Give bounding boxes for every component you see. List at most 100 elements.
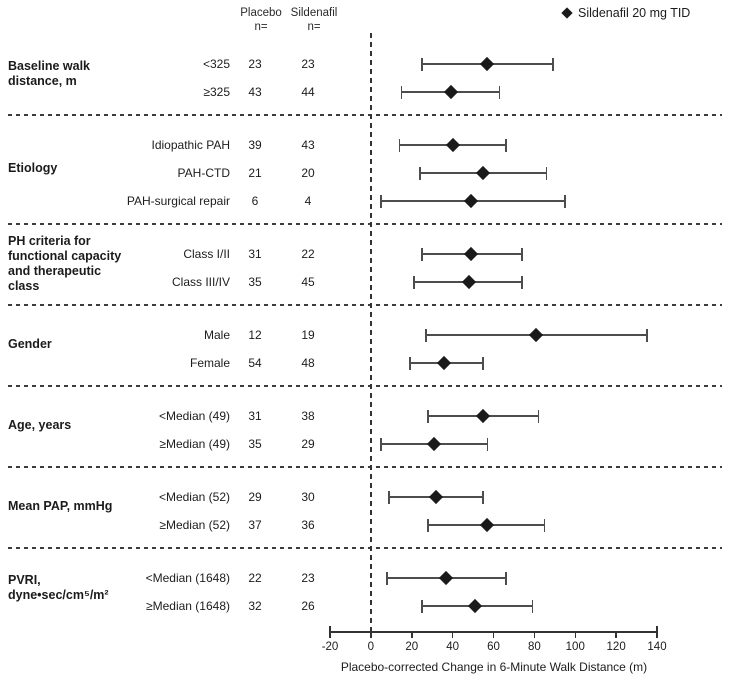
x-axis-tick <box>615 631 617 638</box>
sildenafil-n-value: 23 <box>301 571 315 585</box>
subgroup-label: Class III/IV <box>171 275 230 289</box>
ci-cap-high <box>482 356 485 370</box>
estimate-diamond-icon <box>480 517 495 533</box>
x-axis-tick <box>656 626 658 638</box>
estimate-diamond-icon <box>439 570 454 586</box>
estimate-diamond-icon <box>476 408 491 424</box>
diamond-icon <box>561 7 573 19</box>
ci-cap-high <box>645 328 648 342</box>
section-divider <box>8 547 722 549</box>
x-axis-tick <box>370 631 372 638</box>
placebo-n-value: 32 <box>248 599 262 613</box>
sildenafil-n-value: 19 <box>301 328 315 342</box>
placebo-n-label: n= <box>254 21 268 33</box>
group-label: Etiology <box>8 161 58 175</box>
sildenafil-header-label: Sildenafil <box>290 7 338 19</box>
ci-cap-high <box>521 247 523 261</box>
placebo-n-value: 37 <box>248 518 262 532</box>
sildenafil-n-label: n= <box>307 21 321 33</box>
ci-cap-high <box>545 166 548 180</box>
estimate-diamond-icon <box>476 165 491 181</box>
sildenafil-n-value: 44 <box>301 85 315 99</box>
placebo-n-value: 31 <box>248 409 262 423</box>
ci-cap-high <box>531 599 534 613</box>
placebo-header-label: Placebo <box>240 7 282 19</box>
group-label: PH criteria for functional capacity and … <box>8 233 122 293</box>
ci-cap-low <box>380 437 382 451</box>
sildenafil-n-value: 45 <box>301 275 315 289</box>
zero-reference-line <box>370 33 372 631</box>
ci-cap-high <box>498 85 501 99</box>
ci-cap-high <box>486 437 489 451</box>
x-axis-tick <box>533 631 536 638</box>
group-label: Gender <box>8 337 52 351</box>
ci-cap-high <box>537 409 540 423</box>
section-divider <box>8 223 722 225</box>
subgroup-label: ≥Median (52) <box>159 518 230 532</box>
x-axis-tick-label: 0 <box>367 641 375 653</box>
sildenafil-n-value: 48 <box>301 356 315 370</box>
estimate-diamond-icon <box>463 246 479 262</box>
ci-cap-low <box>421 57 423 71</box>
subgroup-label: <Median (1648) <box>145 571 230 585</box>
subgroup-label: <325 <box>202 57 230 71</box>
subgroup-label: Class I/II <box>183 247 230 261</box>
x-axis-tick-label: 80 <box>527 641 541 653</box>
sildenafil-n-value: 43 <box>301 138 315 152</box>
subgroup-label: ≥Median (1648) <box>146 599 230 613</box>
placebo-n-value: 29 <box>248 490 262 504</box>
group-label: PVRI, dyne•sec/cm⁵/m² <box>8 572 109 602</box>
ci-cap-low <box>421 599 423 613</box>
estimate-diamond-icon <box>463 193 479 209</box>
sildenafil-n-value: 23 <box>301 57 315 71</box>
placebo-n-value: 31 <box>248 247 262 261</box>
placebo-n-value: 35 <box>248 437 262 451</box>
ci-cap-low <box>408 356 411 370</box>
x-axis-tick-label: 60 <box>487 641 500 653</box>
ci-cap-low <box>425 328 427 342</box>
estimate-diamond-icon <box>445 137 460 153</box>
estimate-diamond-icon <box>437 355 452 371</box>
estimate-diamond-icon <box>443 84 458 100</box>
x-axis-tick <box>451 631 454 638</box>
placebo-n-value: 35 <box>248 275 262 289</box>
x-axis-tick-label: 140 <box>647 641 667 653</box>
ci-cap-high <box>504 571 507 585</box>
group-label: Age, years <box>8 418 72 432</box>
placebo-n-value: 43 <box>248 85 262 99</box>
column-header-sildenafil: Sildenafil n= <box>286 6 342 34</box>
x-axis-tick <box>329 626 331 638</box>
x-axis-tick <box>492 631 495 638</box>
subgroup-label: PAH-CTD <box>177 166 230 180</box>
subgroup-label: Idiopathic PAH <box>151 138 231 152</box>
legend: Sildenafil 20 mg TID <box>561 6 690 20</box>
section-divider <box>8 114 722 116</box>
placebo-n-value: 39 <box>248 138 262 152</box>
column-header-placebo: Placebo n= <box>233 6 289 34</box>
ci-cap-high <box>564 194 566 208</box>
subgroup-label: ≥325 <box>203 85 230 99</box>
ci-cap-low <box>421 247 423 261</box>
sildenafil-n-value: 30 <box>301 490 315 504</box>
x-axis-tick <box>411 631 413 638</box>
ci-cap-high <box>504 138 507 152</box>
ci-cap-low <box>386 571 389 585</box>
ci-cap-low <box>427 409 429 423</box>
ci-cap-high <box>543 518 546 532</box>
placebo-n-value: 22 <box>248 571 262 585</box>
subgroup-label: <Median (49) <box>158 409 230 423</box>
subgroup-label: Male <box>203 328 230 342</box>
ci-cap-low <box>380 194 382 208</box>
ci-cap-high <box>482 490 485 504</box>
placebo-n-value: 21 <box>248 166 262 180</box>
sildenafil-n-value: 29 <box>301 437 315 451</box>
sildenafil-n-value: 36 <box>301 518 315 532</box>
sildenafil-n-value: 4 <box>304 194 312 208</box>
sildenafil-n-value: 38 <box>301 409 315 423</box>
estimate-diamond-icon <box>427 436 442 452</box>
section-divider <box>8 385 722 387</box>
estimate-diamond-icon <box>461 274 477 290</box>
group-label: Mean PAP, mmHg <box>8 499 113 513</box>
placebo-n-value: 12 <box>248 328 262 342</box>
